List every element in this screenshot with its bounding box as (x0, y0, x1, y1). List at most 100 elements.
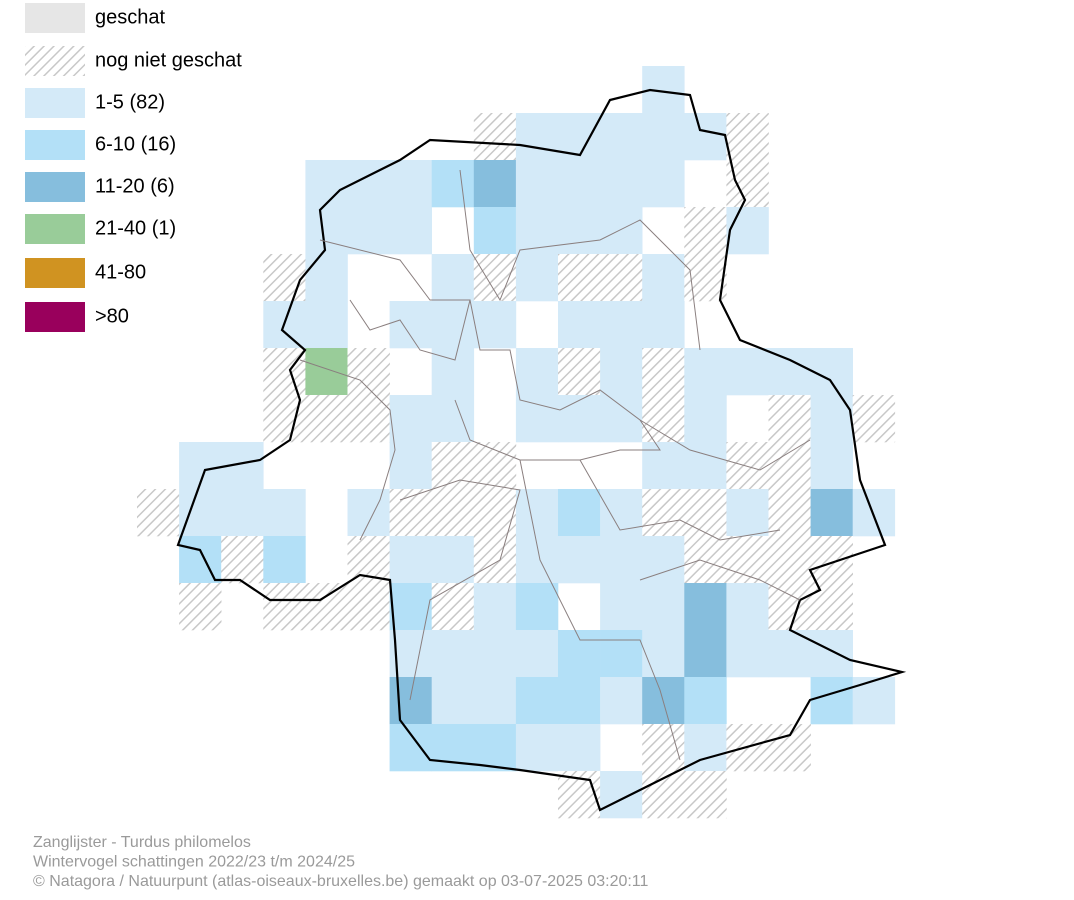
grid-cell (515, 160, 559, 208)
grid-cell (600, 677, 643, 725)
grid-cell (515, 630, 559, 678)
grid-cell (137, 489, 180, 537)
grid-cell (389, 536, 432, 584)
legend-label: 11-20 (6) (95, 175, 175, 197)
grid-cell (305, 254, 348, 302)
grid-cell (558, 489, 601, 537)
grid-cell (810, 442, 853, 490)
grid-cell (305, 207, 348, 255)
grid-cell (473, 583, 517, 631)
grid-cell (473, 536, 517, 584)
legend-label: 1-5 (82) (95, 91, 165, 113)
grid-cell (431, 677, 475, 725)
legend-label: 41-80 (95, 261, 146, 283)
grid-cell (473, 301, 517, 349)
legend-swatch (25, 172, 85, 202)
grid-cell (515, 489, 559, 537)
grid-cell (600, 113, 643, 161)
grid-cell (558, 677, 601, 725)
grid-cell (684, 348, 727, 396)
grid-cell (389, 301, 432, 349)
grid-cell (810, 677, 853, 725)
grid-cell (431, 301, 475, 349)
grid-cell (347, 395, 390, 443)
grid-cell (305, 160, 348, 208)
footer-line: Zanglijster - Turdus philomelos (33, 834, 251, 851)
grid-cell (179, 583, 222, 631)
legend-swatch (25, 130, 85, 160)
legend-swatch (25, 302, 85, 332)
grid-cell (515, 348, 559, 396)
grid-cells (137, 66, 896, 819)
legend-label: 6-10 (16) (95, 133, 176, 155)
grid-cell (642, 113, 685, 161)
grid-cell (389, 724, 432, 772)
grid-cell (768, 536, 811, 584)
footer-line: © Natagora / Natuurpunt (atlas-oiseaux-b… (33, 873, 649, 890)
grid-cell (726, 489, 769, 537)
grid-cell (431, 160, 475, 208)
grid-cell (642, 724, 685, 772)
grid-cell (473, 677, 517, 725)
grid-cell (600, 630, 643, 678)
grid-cell (263, 348, 306, 396)
grid-cell (558, 348, 601, 396)
grid-cell (810, 348, 853, 396)
grid-cell (726, 207, 769, 255)
grid-cell (473, 113, 517, 161)
grid-cell (515, 583, 559, 631)
grid-cell (558, 254, 601, 302)
legend-label: >80 (95, 305, 129, 327)
grid-cell (431, 630, 475, 678)
grid-cell (642, 160, 685, 208)
grid-cell (810, 395, 853, 443)
grid-cell (768, 395, 811, 443)
grid-cell (768, 583, 811, 631)
grid-cell (389, 677, 432, 725)
grid-cell (642, 489, 685, 537)
grid-cell (305, 301, 348, 349)
legend-swatch (25, 3, 85, 33)
grid-cell (600, 207, 643, 255)
grid-cell (473, 724, 517, 772)
grid-cell (684, 536, 727, 584)
grid-cell (852, 677, 896, 725)
grid-cell (600, 771, 643, 819)
legend-label: 21-40 (1) (95, 217, 176, 239)
grid-cell (347, 489, 390, 537)
grid-cell (768, 489, 811, 537)
grid-cell (684, 489, 727, 537)
grid-cell (263, 536, 306, 584)
grid-cell (642, 348, 685, 396)
grid-cell (726, 348, 769, 396)
grid-cell (389, 442, 432, 490)
grid-cell (642, 395, 685, 443)
grid-cell (684, 630, 727, 678)
grid-cell (642, 583, 685, 631)
grid-cell (179, 489, 222, 537)
grid-cell (389, 395, 432, 443)
grid-cell (473, 254, 517, 302)
grid-cell (852, 395, 896, 443)
grid-cell (515, 207, 559, 255)
grid-cell (473, 489, 517, 537)
grid-cell (600, 160, 643, 208)
grid-cell (642, 630, 685, 678)
grid-cell (558, 630, 601, 678)
grid-cell (726, 160, 769, 208)
legend-label: geschat (95, 6, 165, 28)
grid-cell (431, 254, 475, 302)
grid-cell (600, 301, 643, 349)
legend-swatch (25, 258, 85, 288)
grid-cell (431, 395, 475, 443)
grid-cell (684, 113, 727, 161)
grid-cell (389, 160, 432, 208)
grid-cell (642, 254, 685, 302)
grid-cell (684, 442, 727, 490)
grid-cell (431, 489, 475, 537)
grid-cell (221, 536, 264, 584)
grid-cell (642, 536, 685, 584)
grid-cell (600, 254, 643, 302)
